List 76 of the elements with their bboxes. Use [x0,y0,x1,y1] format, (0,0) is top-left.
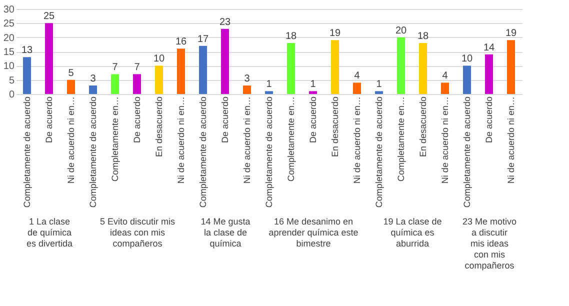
x-tick-label: Completamente de acuerdo [462,96,472,208]
x-tick-label: Ni de acuerdo ni en… [440,96,450,184]
bar [441,82,449,94]
data-label: 18 [285,31,297,42]
x-axis-title: 16 Me desanimo en aprender química este bimestre [268,216,358,249]
bar [23,57,31,94]
data-label: 5 [68,68,74,79]
x-axis-title: 14 Me gusta la clase de química [200,216,250,249]
x-tick-label: Completamente de acuerdo [198,96,208,208]
x-tick-label: Completamente de acuerdo [88,96,98,208]
bar [397,37,405,94]
x-tick-label: En desacuerdo [418,96,428,158]
x-tick-label: Completamente en… [110,96,120,182]
x-axis-title: 19 La clase de química es aburrida [383,216,442,249]
data-label: 23 [219,16,231,28]
data-label: 10 [153,54,165,65]
x-tick-label: Completamente de acuerdo [22,96,32,208]
data-label: 14 [483,42,495,54]
bar [45,23,53,94]
y-tick-label: 10 [3,61,15,72]
data-label: 4 [442,70,448,82]
x-tick-label: Completamente en… [396,96,406,182]
x-tick-label: Ni de acuerdo ni en… [242,96,252,184]
data-label: 20 [395,25,407,36]
bar [375,91,383,94]
bar [177,48,185,94]
bar [353,82,361,94]
bar [67,80,75,94]
x-tick-label: Ni de acuerdo ni en… [176,96,186,184]
data-label: 19 [505,28,517,40]
y-tick-label: 25 [3,18,15,30]
bar [331,40,339,94]
data-label: 25 [43,11,55,22]
bar [265,91,273,94]
x-tick-label: De acuerdo [132,96,142,144]
bar [133,74,141,94]
bar [89,86,97,94]
data-label: 17 [197,34,209,45]
x-tick-label: De acuerdo [308,96,318,144]
data-label: 1 [266,79,272,90]
x-tick-label: Ni de acuerdo ni en… [506,96,516,184]
data-label: 3 [244,74,250,84]
data-label: 10 [461,54,473,65]
data-label: 19 [329,28,341,40]
data-label: 4 [354,70,360,82]
y-tick-label: 30 [3,4,15,16]
x-axis-title: 23 Me motivo a discutir mis ideas con mis compañeros [462,216,517,271]
bar [111,74,119,94]
data-label: 16 [175,36,187,48]
data-label: 1 [376,79,382,90]
y-tick-label: 15 [3,47,15,58]
bar [155,66,163,94]
bar [419,43,427,94]
data-label: 18 [417,31,429,42]
y-tick-label: 20 [3,32,15,44]
x-axis-title: 1 La clase de química es divertida [26,216,73,249]
data-label: 1 [310,79,316,90]
x-tick-label: De acuerdo [44,96,54,144]
x-tick-label: En desacuerdo [154,96,164,158]
x-tick-label: De acuerdo [220,96,230,144]
x-tick-label: Ni de acuerdo ni en… [66,96,76,184]
data-label: 7 [134,62,140,74]
x-axis-title: 5 Evito discutir mis ideas con mis compañeros [100,216,176,249]
x-tick-label: De acuerdo [484,96,494,144]
data-label: 3 [90,74,96,84]
x-tick-label: Completamente de acuerdo [374,96,384,208]
bar [309,91,317,94]
x-tick-label: Ni de acuerdo ni en… [352,96,362,184]
y-tick-label: 0 [8,90,15,100]
y-tick-label: 5 [8,75,15,86]
x-tick-label: Completamente en… [286,96,296,182]
x-tick-label: Completamente de acuerdo [264,96,274,208]
x-tick-label: En desacuerdo [330,96,340,158]
bar [287,43,295,94]
data-label: 13 [21,45,33,56]
data-label: 7 [112,62,118,74]
